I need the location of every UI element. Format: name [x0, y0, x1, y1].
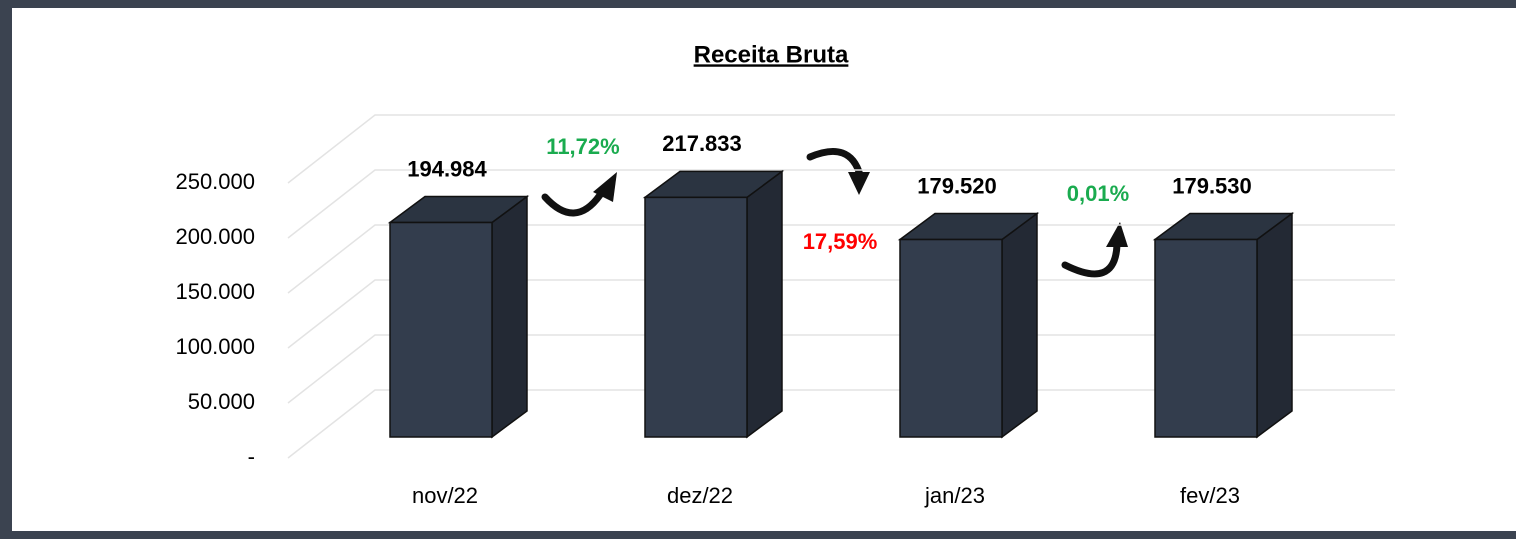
grid-line	[287, 389, 1395, 459]
bar	[644, 196, 748, 438]
y-tick-label: 50.000	[188, 389, 255, 414]
x-tick-label: jan/23	[924, 483, 985, 508]
bar-side	[491, 195, 528, 439]
bar	[899, 238, 1003, 438]
value-label: 194.984	[407, 156, 487, 181]
bar	[389, 221, 493, 438]
bar-side	[1001, 212, 1038, 439]
x-tick-label: nov/22	[412, 483, 478, 508]
annotation: 0,01%	[1067, 181, 1129, 206]
arrow	[806, 147, 864, 179]
arrow-head	[848, 172, 870, 195]
y-tick-label: 100.000	[175, 334, 255, 359]
grid-line	[287, 224, 1395, 294]
arrow-head	[1106, 222, 1128, 247]
arrow	[1061, 241, 1121, 278]
chart-title: Receita Bruta	[694, 41, 849, 68]
y-tick-label: 200.000	[175, 224, 255, 249]
arrows	[541, 147, 1128, 278]
arrow	[541, 191, 604, 217]
y-tick-label: 150.000	[175, 279, 255, 304]
bar-side	[746, 169, 783, 439]
value-label: 179.530	[1172, 173, 1252, 198]
x-tick-label: dez/22	[667, 483, 733, 508]
value-label: 217.833	[662, 131, 742, 156]
value-label: 179.520	[917, 173, 997, 198]
y-tick-label: -	[248, 444, 255, 469]
grid-line	[287, 114, 1395, 184]
grid-line	[287, 279, 1395, 349]
grid-line	[287, 169, 1395, 239]
bar	[1154, 238, 1258, 438]
bar-side	[1256, 212, 1293, 439]
arrow-head	[593, 172, 617, 202]
annotation: 17,59%	[803, 229, 878, 254]
x-tick-label: fev/23	[1180, 483, 1240, 508]
annotation: 11,72%	[546, 134, 619, 159]
y-tick-label: 250.000	[175, 169, 255, 194]
grid-line	[287, 334, 1395, 404]
